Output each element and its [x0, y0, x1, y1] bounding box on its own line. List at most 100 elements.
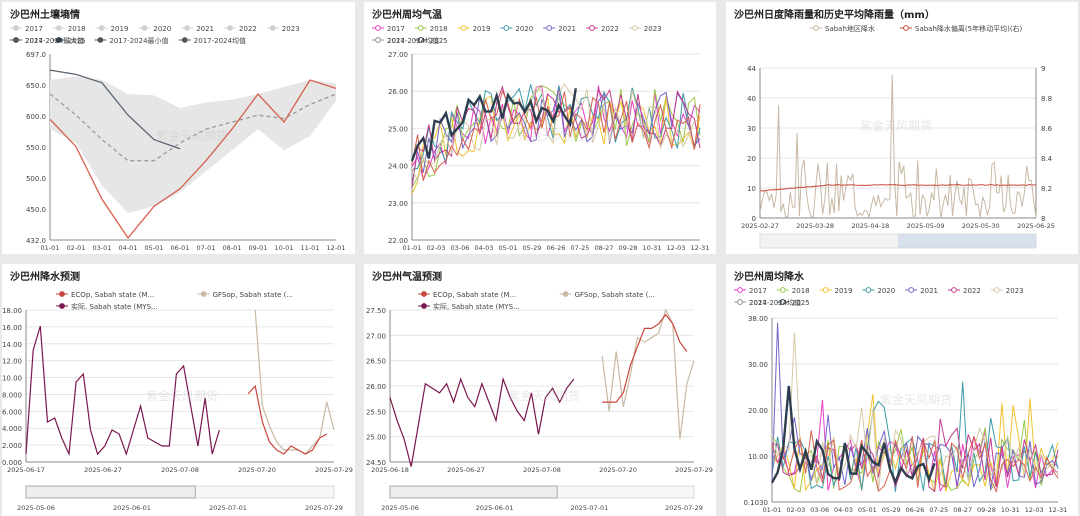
legend-marker	[97, 37, 104, 43]
panel-title: 沙巴州气温预测	[372, 272, 442, 283]
x-tick-label: 05-01	[499, 244, 518, 252]
x-tick-label: 10-31	[1001, 506, 1020, 514]
y-tick-label: 30	[747, 125, 756, 133]
legend-label: 2018	[68, 25, 86, 33]
legend-label: 2025	[430, 37, 448, 45]
panel-title: 沙巴州周均降水	[734, 272, 804, 283]
x-tick-label: 09-28	[977, 506, 996, 514]
legend-label: 2025	[792, 299, 810, 307]
watermark: 紫金天风期货	[508, 388, 580, 403]
x-tick-label: 2025-05-30	[962, 222, 1000, 230]
y-tick-label: 650.0	[26, 82, 46, 90]
panel-title: 沙巴州降水预测	[10, 272, 80, 283]
x-tick-label: 12-31	[691, 244, 710, 252]
legend-label: Sabah地区降水	[825, 24, 875, 33]
panel-soil-moisture: 沙巴州土壤墒情 2017 2018 2019 2020 2021 2022 2023 2024…	[2, 2, 355, 254]
x-tick-label: 12-31	[1049, 506, 1068, 514]
x-tick-label: 12-03	[1025, 506, 1044, 514]
panel-rain-forecast: 沙巴州降水预测 ECOp, Sabah state (M... GFSop, Sa…	[2, 264, 355, 516]
x-tick-label: 07-01	[197, 244, 216, 252]
y-tick-label: 20	[747, 155, 756, 163]
x-tick-label: 12-01	[327, 244, 346, 252]
series-year	[411, 83, 701, 184]
legend-label: 2019	[835, 287, 853, 295]
x-tick-label: 07-25	[929, 506, 948, 514]
legend-marker	[181, 37, 188, 43]
watermark: 紫金天风期货	[518, 128, 590, 143]
legend-label: 2017-2024均值	[194, 36, 246, 45]
y-right-tick-label: 9	[1041, 65, 1045, 73]
series-actual	[389, 376, 575, 467]
legend-marker	[951, 287, 957, 293]
nav-tick-label: 2025-05-06	[17, 504, 55, 512]
y-tick-label: 26.00	[388, 88, 408, 96]
y-tick-label: 27.00	[388, 51, 408, 59]
legend-label: 2021	[196, 25, 214, 33]
x-tick-label: 03-06	[451, 244, 470, 252]
y-tick-label: 27.00	[366, 332, 386, 340]
legend-marker	[55, 37, 62, 43]
legend-marker	[562, 291, 569, 297]
watermark: 紫金天风期货	[880, 392, 952, 407]
legend-label: 2017-2024均值	[387, 36, 439, 45]
nav-tick-label: 2025-06-01	[476, 504, 514, 512]
y-tick-label: 0.000	[2, 459, 22, 467]
panel-title: 沙巴州土壤墒情	[10, 10, 80, 21]
x-tick-label: 2025-03-28	[796, 222, 834, 230]
y-right-tick-label: 8.8	[1041, 95, 1052, 103]
legend-marker	[417, 37, 424, 43]
y-tick-label: 26.00	[366, 383, 386, 391]
y-tick-label: 432.0	[26, 237, 46, 245]
legend-label: 2017-2024最大值	[25, 36, 84, 45]
nav-tick-label: 2025-05-06	[381, 504, 419, 512]
nav-tick-label: 2025-07-01	[209, 504, 247, 512]
legend-label: 2022	[963, 287, 981, 295]
rain-forecast-chart: ECOp, Sabah state (M... GFSop, Sabah stat…	[2, 291, 353, 512]
legend-marker	[908, 287, 915, 293]
y-tick-label: 450.0	[26, 206, 46, 214]
x-tick-label: 01-01	[41, 244, 60, 252]
x-tick-label: 06-26	[906, 506, 925, 514]
series-year	[411, 84, 701, 188]
legend-marker	[813, 25, 819, 31]
x-tick-label: 09-28	[619, 244, 638, 252]
legend-marker	[631, 25, 638, 31]
legend-label: 实际, Sabah state (MYS...	[433, 302, 520, 311]
y-tick-label: 23.00	[388, 200, 408, 208]
series-rain	[759, 74, 1037, 219]
x-tick-label: 07-25	[571, 244, 590, 252]
panel-weekly-rain: 沙巴州周均降水 2017 2018 2019 2020 2021 2022 2023 2024…	[726, 264, 1078, 516]
y-tick-label: 0	[752, 215, 756, 223]
legend-marker	[59, 303, 65, 309]
series-gfs	[601, 308, 695, 440]
x-tick-label: 04-01	[119, 244, 138, 252]
y-tick-label: 0.1030	[744, 499, 769, 507]
legend-label: Sabah降水偏离(5年移动平均)(右)	[915, 24, 1023, 33]
legend-marker	[421, 291, 427, 297]
x-tick-label: 2025-05-09	[907, 222, 945, 230]
y-tick-label: 10	[747, 185, 756, 193]
nav-tick-label: 2025-06-01	[113, 504, 151, 512]
data-zoom-window	[389, 485, 558, 499]
x-tick-label: 2025-06-18	[371, 466, 409, 474]
series-year	[771, 430, 1059, 493]
x-tick-label: 03-06	[810, 506, 829, 514]
y-tick-label: 600.0	[26, 113, 46, 121]
legend-label: 2025	[68, 37, 86, 45]
legend-label: 2017-2024均值	[749, 298, 801, 307]
legend-marker	[822, 287, 829, 293]
y-tick-label: 25.00	[366, 434, 386, 442]
x-tick-label: 03-01	[93, 244, 112, 252]
legend-marker	[13, 25, 19, 31]
y-tick-label: 10.00	[2, 375, 22, 383]
x-tick-label: 2025-04-18	[852, 222, 890, 230]
y-tick-label: 26.50	[366, 358, 386, 366]
legend-marker	[375, 25, 381, 31]
legend-label: ECOp, Sabah state (M...	[71, 291, 154, 299]
series-2025	[410, 88, 577, 162]
watermark: 紫金天风期货	[860, 118, 932, 133]
x-tick-label: 04-03	[475, 244, 494, 252]
y-tick-label: 20.00	[748, 407, 768, 415]
x-tick-label: 2025-06-27	[84, 466, 122, 474]
panel-weekly-temperature: 沙巴州周均气温 2017 2018 2019 2020 2021 2022 2023 2024…	[364, 2, 716, 254]
